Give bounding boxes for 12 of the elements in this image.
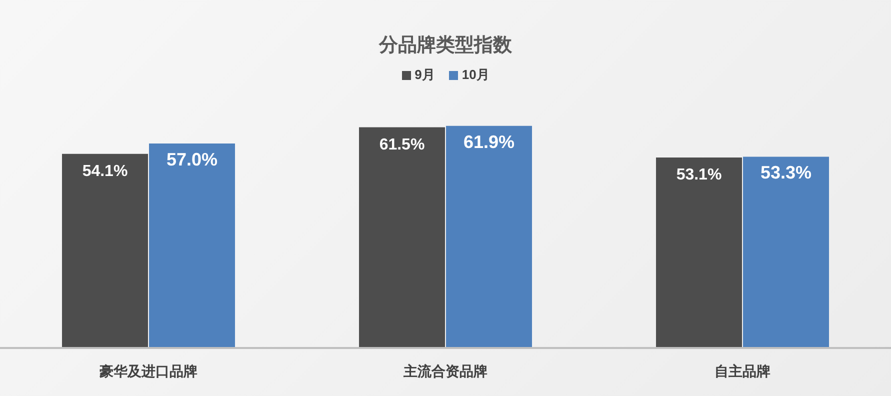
legend-label: 10月 xyxy=(460,66,490,84)
x-tick-label: 主流合资品牌 xyxy=(402,362,488,379)
data-label: 53.1% xyxy=(676,166,722,184)
data-label: 57.0% xyxy=(166,149,218,170)
chart-title: 分品牌类型指数 xyxy=(378,34,513,58)
data-label: 61.5% xyxy=(379,136,425,154)
data-label: 53.3% xyxy=(760,162,812,183)
data-label: 61.9% xyxy=(463,132,515,152)
x-tick-label: 豪华及进口品牌 xyxy=(98,362,198,379)
x-tick-label: 自主品牌 xyxy=(714,362,770,379)
data-label: 54.1% xyxy=(82,162,128,180)
legend-label: 9月 xyxy=(414,66,435,84)
